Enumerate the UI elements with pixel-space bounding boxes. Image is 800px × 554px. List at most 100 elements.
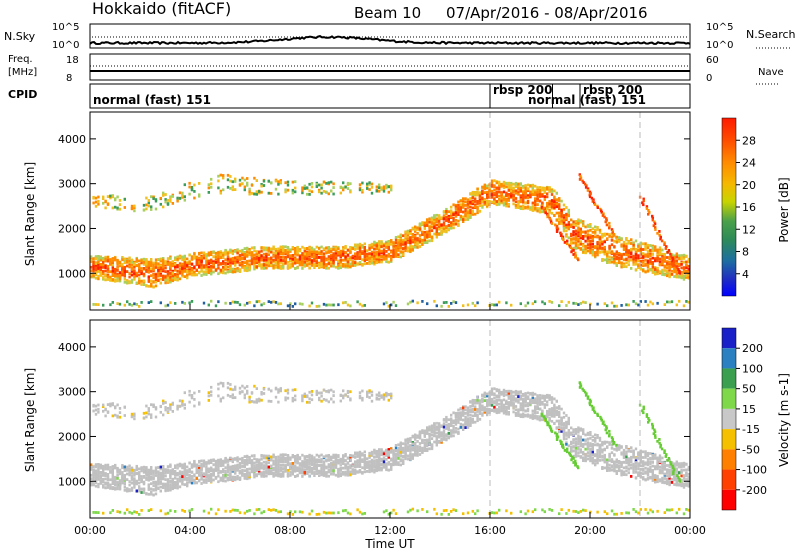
power-cell-2662 <box>478 209 482 213</box>
power-cell-193 <box>116 276 119 280</box>
power-cell-235 <box>121 267 124 270</box>
power-cell-3575 <box>630 255 633 259</box>
power-cell-283 <box>128 280 131 283</box>
power-cell-1144 <box>253 263 256 266</box>
power-cell-3499 <box>618 261 621 265</box>
power-cell-3966 <box>569 246 572 250</box>
power-cell-3519 <box>620 237 623 240</box>
power-cell-2871 <box>514 181 518 185</box>
power-cell-1892 <box>358 254 362 257</box>
power-cell-896 <box>217 179 220 183</box>
power-cell-845 <box>210 258 213 262</box>
power-cell-1764 <box>339 266 342 270</box>
power-cell-195 <box>116 274 119 278</box>
power-cell-2342 <box>428 229 431 233</box>
power-cell-1026 <box>236 248 239 252</box>
power-cell-1967 <box>368 188 371 191</box>
power-cell-4022 <box>645 205 649 208</box>
power-cell-14 <box>92 269 95 273</box>
power-cell-1379 <box>284 188 287 192</box>
power-cell-1836 <box>349 251 352 254</box>
power-cell-3597 <box>634 268 638 272</box>
power-cell-3151 <box>560 222 563 225</box>
power-cell-892 <box>217 272 220 276</box>
power-cell-1648 <box>322 180 326 184</box>
velocity-cell-377 <box>142 470 146 474</box>
power-cell-3289 <box>582 300 585 304</box>
power-cell-3232 <box>574 229 578 233</box>
velocity-cell-475 <box>157 470 160 474</box>
power-cell-1013 <box>234 256 237 260</box>
velocity-cell-272 <box>128 483 131 487</box>
power-cell-1609 <box>318 247 321 250</box>
power-cell-3796 <box>666 272 669 276</box>
power-cell-1643 <box>322 257 326 261</box>
power-cell-1393 <box>286 252 290 255</box>
power-cell-3335 <box>591 242 594 246</box>
power-cell-3524 <box>622 240 626 244</box>
power-cell-768 <box>198 259 201 262</box>
power-cell-1859 <box>354 262 357 266</box>
power-cell-808 <box>205 261 208 265</box>
power-cell-722 <box>190 186 194 189</box>
power-cell-3693 <box>649 260 652 264</box>
power-cell-2794 <box>502 190 506 194</box>
power-cell-1554 <box>310 253 314 256</box>
velocity-cell-442 <box>152 469 155 473</box>
power-cell-1305 <box>274 258 278 262</box>
power-cell-254 <box>123 303 126 307</box>
power-cell-431 <box>150 283 153 287</box>
power-cell-2064 <box>382 244 386 248</box>
power-cell-178 <box>114 272 117 275</box>
power-cell-4001 <box>602 212 605 216</box>
power-cell-3639 <box>639 248 642 251</box>
power-cell-1949 <box>366 185 369 188</box>
power-cell-3215 <box>572 233 575 237</box>
velocity-cell-399 <box>145 404 148 408</box>
power-cell-1077 <box>243 261 246 264</box>
power-cell-2980 <box>531 206 534 210</box>
power-cell-1717 <box>332 252 335 256</box>
power-cell-1408 <box>289 263 292 266</box>
power-cell-804 <box>205 259 208 263</box>
power-cell-1081 <box>243 268 246 271</box>
power-cell-1623 <box>320 260 323 264</box>
power-cell-294 <box>130 268 134 271</box>
power-cell-2904 <box>519 189 522 193</box>
power-cell-1046 <box>238 249 242 253</box>
power-cell-4046 <box>666 250 669 254</box>
power-cell-1921 <box>363 250 366 254</box>
velocity-cell-652 <box>181 463 184 467</box>
power-cell-571 <box>169 197 172 201</box>
velocity-cell-566 <box>169 476 172 480</box>
velocity-cell-705 <box>188 393 191 397</box>
power-cell-3164 <box>562 227 566 230</box>
power-cell-3245 <box>577 218 580 222</box>
power-cell-523 <box>164 281 167 285</box>
power-cell-1157 <box>253 304 256 308</box>
power-cell-798 <box>202 251 206 255</box>
power-cell-442 <box>152 261 155 265</box>
velocity-cell-873 <box>214 477 218 480</box>
power-cell-1620 <box>320 252 323 256</box>
velocity-cell-605 <box>176 477 179 481</box>
velocity-cell-339 <box>138 481 141 485</box>
power-cell-2161 <box>397 249 400 252</box>
power-cell-1175 <box>255 300 258 304</box>
power-cell-1273 <box>270 261 273 265</box>
power-cell-98 <box>102 201 105 205</box>
power-cell-878 <box>214 260 218 264</box>
power-cell-1347 <box>279 181 282 184</box>
power-cell-1218 <box>262 252 266 256</box>
power-cell-2231 <box>409 250 412 253</box>
power-cell-3078 <box>548 190 551 193</box>
power-cell-1698 <box>330 255 333 259</box>
power-cell-39 <box>94 271 98 274</box>
velocity-cell-91 <box>102 466 105 470</box>
power-cell-1592 <box>315 251 318 255</box>
power-cell-1322 <box>277 250 280 253</box>
power-cell-1970 <box>370 242 374 246</box>
velocity-cell-49 <box>94 511 98 514</box>
power-cell-3250 <box>577 232 580 236</box>
power-cell-3246 <box>577 234 580 238</box>
